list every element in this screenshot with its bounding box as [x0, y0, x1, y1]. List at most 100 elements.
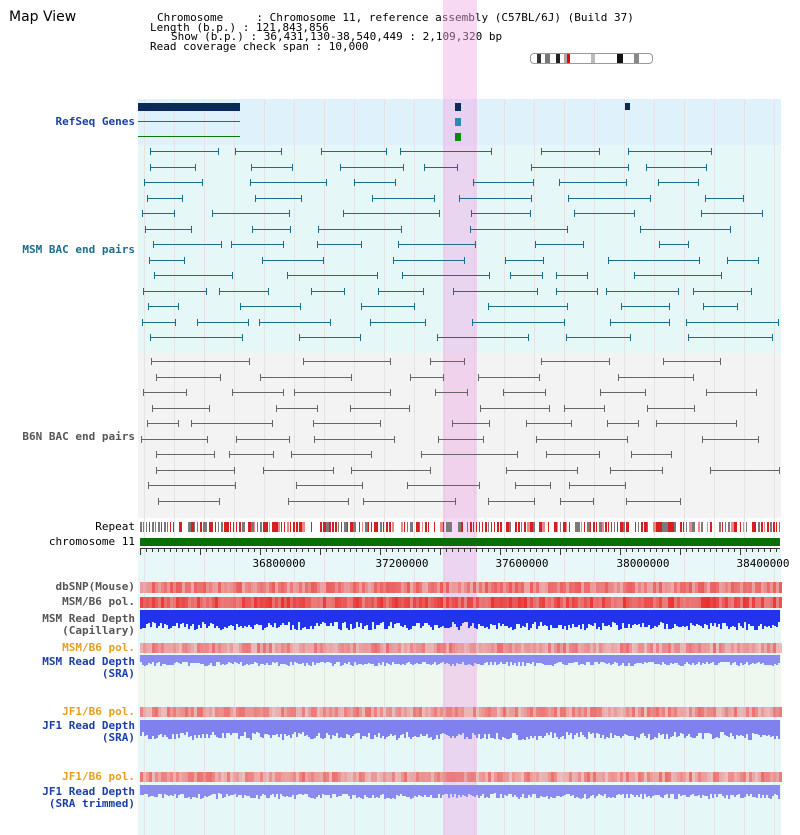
- bac-end-pair[interactable]: [378, 287, 425, 295]
- bac-end-pair[interactable]: [617, 373, 694, 381]
- bac-end-pair[interactable]: [470, 210, 532, 217]
- bac-end-pair[interactable]: [239, 303, 302, 310]
- bac-end-pair[interactable]: [312, 420, 382, 427]
- bac-end-pair[interactable]: [531, 163, 630, 171]
- bac-end-pair[interactable]: [288, 497, 350, 505]
- bac-end-pair[interactable]: [510, 272, 543, 279]
- bac-end-pair[interactable]: [302, 358, 391, 365]
- bac-end-pair[interactable]: [633, 272, 722, 279]
- bac-end-pair[interactable]: [424, 163, 458, 171]
- bac-end-pair[interactable]: [141, 210, 176, 217]
- bac-end-pair[interactable]: [321, 148, 388, 155]
- bac-end-pair[interactable]: [219, 287, 269, 295]
- bac-end-pair[interactable]: [435, 389, 468, 396]
- jf1-b6-pol-track[interactable]: [140, 707, 782, 717]
- bac-end-pair[interactable]: [232, 389, 285, 396]
- bac-end-pair[interactable]: [599, 389, 647, 396]
- bac-end-pair[interactable]: [693, 287, 752, 295]
- bac-end-pair[interactable]: [526, 420, 572, 427]
- bac-end-pair[interactable]: [350, 404, 410, 412]
- bac-end-pair[interactable]: [656, 420, 738, 427]
- bac-end-pair[interactable]: [558, 179, 628, 186]
- bac-end-pair[interactable]: [249, 179, 327, 186]
- bac-end-pair[interactable]: [436, 334, 529, 341]
- bac-end-pair[interactable]: [469, 225, 568, 233]
- bac-end-pair[interactable]: [316, 241, 363, 248]
- bac-end-pair[interactable]: [515, 482, 552, 489]
- bac-end-pair[interactable]: [140, 435, 209, 443]
- bac-end-pair[interactable]: [540, 358, 610, 365]
- bac-end-pair[interactable]: [354, 179, 397, 186]
- bac-end-pair[interactable]: [573, 210, 635, 217]
- chromosome-bar[interactable]: [140, 538, 780, 546]
- bac-end-pair[interactable]: [487, 303, 569, 310]
- msm-read-depth-capillary-track[interactable]: [140, 610, 780, 630]
- bac-end-pair[interactable]: [156, 451, 215, 458]
- jf1-read-depth-sra-track[interactable]: [140, 720, 780, 740]
- bac-end-pair[interactable]: [620, 303, 670, 310]
- bac-end-pair[interactable]: [369, 318, 427, 326]
- bac-end-pair[interactable]: [556, 287, 598, 295]
- bac-end-pair[interactable]: [287, 272, 379, 279]
- bac-end-pair[interactable]: [149, 334, 244, 341]
- bac-end-pair[interactable]: [535, 435, 628, 443]
- chromosome-ideogram[interactable]: [530, 53, 653, 64]
- bac-end-pair[interactable]: [235, 148, 283, 155]
- bac-end-pair[interactable]: [560, 497, 594, 505]
- repeat-track[interactable]: [140, 522, 780, 532]
- bac-end-pair[interactable]: [155, 373, 221, 381]
- bac-end-pair[interactable]: [145, 225, 192, 233]
- bac-end-pair[interactable]: [726, 256, 759, 264]
- bac-end-pair[interactable]: [607, 256, 701, 264]
- bac-end-pair[interactable]: [143, 389, 188, 396]
- bac-end-pair[interactable]: [605, 287, 680, 295]
- bac-end-pair[interactable]: [361, 303, 415, 310]
- bac-end-pair[interactable]: [228, 451, 274, 458]
- bac-end-pair[interactable]: [705, 389, 758, 396]
- bac-end-pair[interactable]: [152, 241, 222, 248]
- bac-end-pair[interactable]: [459, 194, 532, 202]
- refseq-gene-3[interactable]: [138, 136, 240, 137]
- bac-end-pair[interactable]: [397, 241, 476, 248]
- bac-end-pair[interactable]: [350, 466, 431, 474]
- bac-end-pair[interactable]: [314, 435, 396, 443]
- bac-end-pair[interactable]: [372, 194, 435, 202]
- bac-end-pair[interactable]: [393, 256, 465, 264]
- bac-end-pair[interactable]: [143, 179, 204, 186]
- bac-end-pair[interactable]: [663, 358, 722, 365]
- refseq-gene-5[interactable]: [455, 118, 461, 126]
- refseq-genes-label[interactable]: RefSeq Genes: [55, 115, 135, 128]
- bac-end-pair[interactable]: [453, 287, 539, 295]
- bac-end-pair[interactable]: [609, 466, 664, 474]
- bac-end-pair[interactable]: [211, 210, 290, 217]
- bac-end-pair[interactable]: [251, 225, 292, 233]
- bac-end-pair[interactable]: [610, 318, 670, 326]
- bac-end-pair[interactable]: [569, 482, 626, 489]
- bac-end-pair[interactable]: [147, 482, 236, 489]
- bac-end-pair[interactable]: [410, 373, 444, 381]
- bac-end-pair[interactable]: [149, 148, 220, 155]
- refseq-gene-2[interactable]: [138, 121, 240, 122]
- bac-end-pair[interactable]: [647, 404, 695, 412]
- bac-end-pair[interactable]: [471, 318, 566, 326]
- bac-end-pair[interactable]: [158, 497, 221, 505]
- bac-end-pair[interactable]: [402, 272, 491, 279]
- bac-end-pair[interactable]: [473, 179, 535, 186]
- bac-end-pair[interactable]: [627, 148, 713, 155]
- bac-end-pair[interactable]: [262, 466, 334, 474]
- bac-end-pair[interactable]: [477, 373, 541, 381]
- bac-end-pair[interactable]: [658, 179, 699, 186]
- b6n-bac-label[interactable]: B6N BAC end pairs: [22, 430, 135, 443]
- bac-end-pair[interactable]: [147, 194, 183, 202]
- bac-end-pair[interactable]: [710, 466, 780, 474]
- bac-end-pair[interactable]: [298, 334, 362, 341]
- bac-end-pair[interactable]: [487, 497, 536, 505]
- bac-end-pair[interactable]: [502, 389, 546, 396]
- bac-end-pair[interactable]: [505, 466, 579, 474]
- refseq-gene-1[interactable]: [138, 103, 240, 111]
- bac-end-pair[interactable]: [148, 256, 186, 264]
- bac-end-pair[interactable]: [255, 194, 303, 202]
- bac-end-pair[interactable]: [155, 466, 236, 474]
- bac-end-pair[interactable]: [291, 451, 372, 458]
- bac-end-pair[interactable]: [556, 272, 589, 279]
